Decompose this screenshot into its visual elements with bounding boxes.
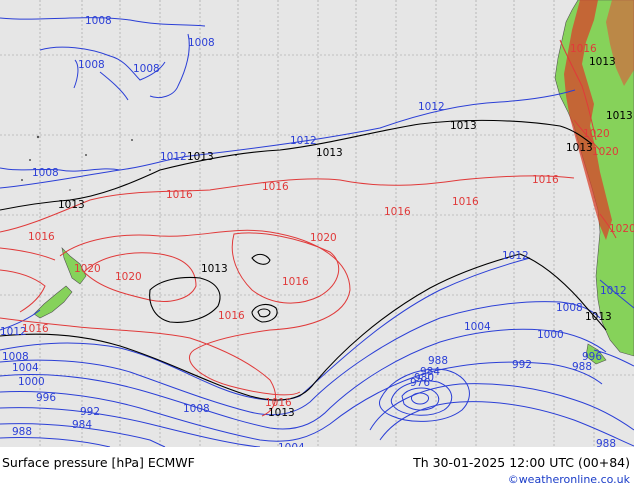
map-footer [0, 447, 634, 490]
blue-isobar-label: 1012 [600, 285, 627, 297]
blue-isobar-label: 1008 [78, 59, 105, 71]
blue-isobar-label: 984 [420, 366, 440, 378]
black-isobar-label: 1013 [566, 142, 593, 154]
blue-isobar-label: 1012 [418, 101, 445, 113]
red-isobar-label: 1020 [74, 263, 101, 275]
blue-isobar-label: 1012 [0, 326, 27, 338]
black-isobar-label: 1013 [268, 407, 295, 419]
blue-isobar-label: 1008 [133, 63, 160, 75]
blue-isobar-label: 988 [428, 355, 448, 367]
blue-isobar-label: 992 [512, 359, 532, 371]
blue-isobar-label: 1004 [464, 321, 491, 333]
black-isobar-label: 1013 [450, 120, 477, 132]
red-isobar-label: 1016 [532, 174, 559, 186]
blue-isobar-label: 1012 [160, 151, 187, 163]
red-isobar-label: 1016 [452, 196, 479, 208]
black-isobar-label: 1013 [58, 199, 85, 211]
blue-isobar-label: 1004 [12, 362, 39, 374]
red-isobar-label: 1016 [166, 189, 193, 201]
andes-terrain [564, 0, 612, 240]
red-isobar-label: 1016 [570, 43, 597, 55]
low-pressure-isobars [0, 17, 634, 448]
pacific-islands [21, 135, 237, 191]
new-zealand-south-island [33, 285, 73, 319]
black-isobar-label: 1013 [316, 147, 343, 159]
blue-isobar-label: 996 [36, 392, 56, 404]
red-isobar-label: 1016 [282, 276, 309, 288]
blue-isobar-label: 984 [72, 419, 92, 431]
blue-isobar-label: 976 [410, 377, 430, 389]
red-isobar-label: 1016 [22, 323, 49, 335]
black-isobar-label: 1013 [589, 56, 616, 68]
black-isobar-label: 1013 [201, 263, 228, 275]
blue-isobar-label: 1012 [502, 250, 529, 262]
blue-isobar-label: 1008 [85, 15, 112, 27]
red-isobar-label: 1016 [218, 310, 245, 322]
high-pressure-isobars [0, 39, 617, 417]
blue-isobar-label: 1000 [18, 376, 45, 388]
blue-isobar-label: 992 [80, 406, 100, 418]
red-isobar-label: 1016 [265, 397, 292, 409]
blue-isobar-label: 1000 [537, 329, 564, 341]
blue-isobar-label: 988 [12, 426, 32, 438]
new-zealand-north-island [61, 247, 87, 285]
black-isobar-label: 1013 [187, 151, 214, 163]
blue-isobar-label: 1008 [183, 403, 210, 415]
blue-isobar-label: 1008 [32, 167, 59, 179]
red-isobar-label: 1020 [583, 128, 610, 140]
red-isobar-label: 1016 [384, 206, 411, 218]
blue-isobar-label: 988 [572, 361, 592, 373]
tierra-del-fuego-land [585, 343, 607, 365]
red-isobar-label: 1020 [310, 232, 337, 244]
black-isobar-label: 1013 [585, 311, 612, 323]
red-isobar-label: 1020 [592, 146, 619, 158]
reference-isobars-1013 [0, 119, 607, 401]
isobar-labels: 1008 1008 1008 1008 1012 1012 1012 1008 1012 1008… [0, 15, 634, 454]
blue-isobar-label: 1008 [2, 351, 29, 363]
blue-isobar-label: 980 [414, 372, 434, 384]
red-isobar-label: 1020 [115, 271, 142, 283]
valid-time: Th 30-01-2025 12:00 UTC (00+84) [413, 455, 630, 470]
blue-isobar-label: 1008 [556, 302, 583, 314]
credit-link[interactable]: ©weatheronline.co.uk [507, 473, 630, 486]
andes-terrain-east [606, 0, 634, 86]
map-title: Surface pressure [hPa] ECMWF [2, 455, 195, 470]
blue-isobar-label: 996 [582, 351, 602, 363]
red-isobar-label: 1016 [262, 181, 289, 193]
black-isobar-label: 1013 [606, 110, 633, 122]
blue-isobar-label: 1012 [290, 135, 317, 147]
red-isobar-label: 1020 [609, 223, 634, 235]
red-isobar-label: 1016 [28, 231, 55, 243]
blue-isobar-label: 1008 [188, 37, 215, 49]
